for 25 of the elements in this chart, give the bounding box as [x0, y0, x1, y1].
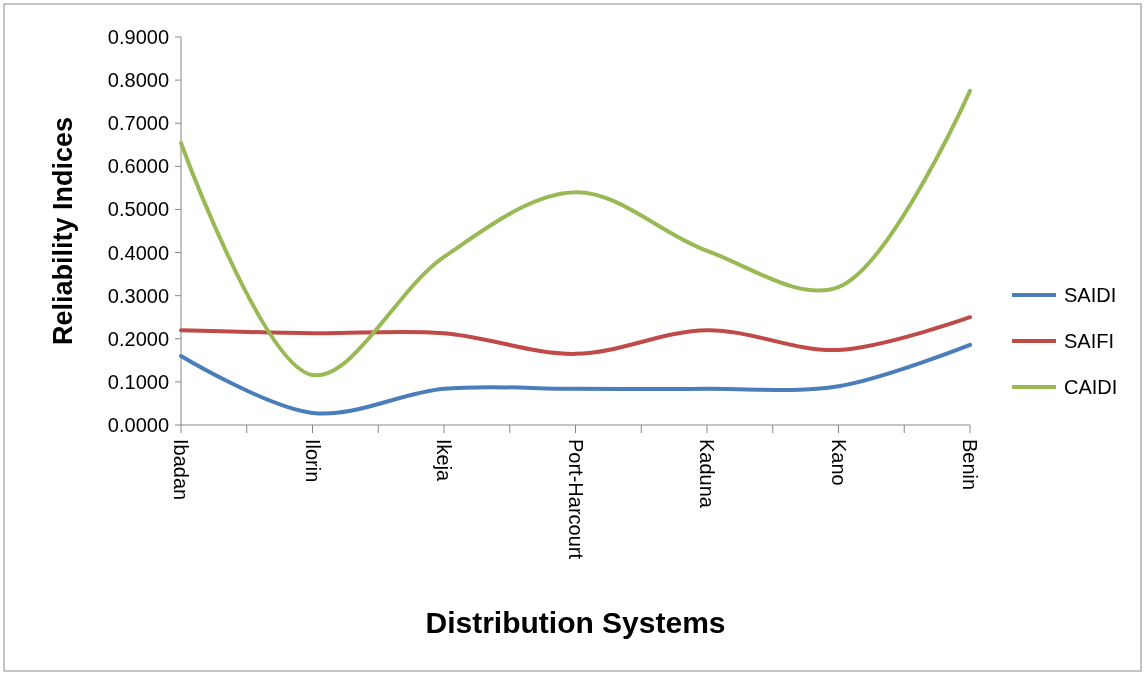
- y-tick-label: 0.4000: [107, 241, 169, 264]
- x-tick-label: Ibadan: [170, 439, 192, 501]
- x-tick-label: Kaduna: [696, 439, 718, 509]
- y-tick-label: 0.7000: [107, 112, 169, 135]
- y-tick-label: 0.9000: [107, 26, 169, 48]
- x-axis-title: Distribution Systems: [425, 606, 726, 639]
- y-tick-label: 0.1000: [107, 370, 169, 393]
- x-tick-label: Port-Harcourt: [564, 439, 587, 560]
- y-tick-label: 0.6000: [107, 155, 169, 178]
- y-tick-label: 0.3000: [107, 284, 169, 307]
- x-tick-label: Ilorin: [301, 439, 324, 483]
- y-tick-label: 0.5000: [107, 198, 169, 221]
- x-tick-label: Kano: [827, 439, 850, 486]
- legend-label: SAIFI: [1064, 330, 1115, 352]
- x-tick-label: Benin: [959, 439, 981, 491]
- line-series: [179, 88, 972, 377]
- y-tick-label: 0.0000: [107, 414, 169, 436]
- legend-label: CAIDI: [1064, 376, 1118, 398]
- y-axis-title: Reliability Indices: [48, 116, 78, 346]
- y-tick-label: 0.8000: [107, 69, 169, 92]
- legend-label: SAIDI: [1064, 284, 1117, 306]
- x-tick-label: Ikeja: [433, 439, 455, 483]
- line-series: [179, 315, 972, 356]
- line-series: [179, 342, 972, 416]
- y-tick-label: 0.2000: [107, 327, 169, 350]
